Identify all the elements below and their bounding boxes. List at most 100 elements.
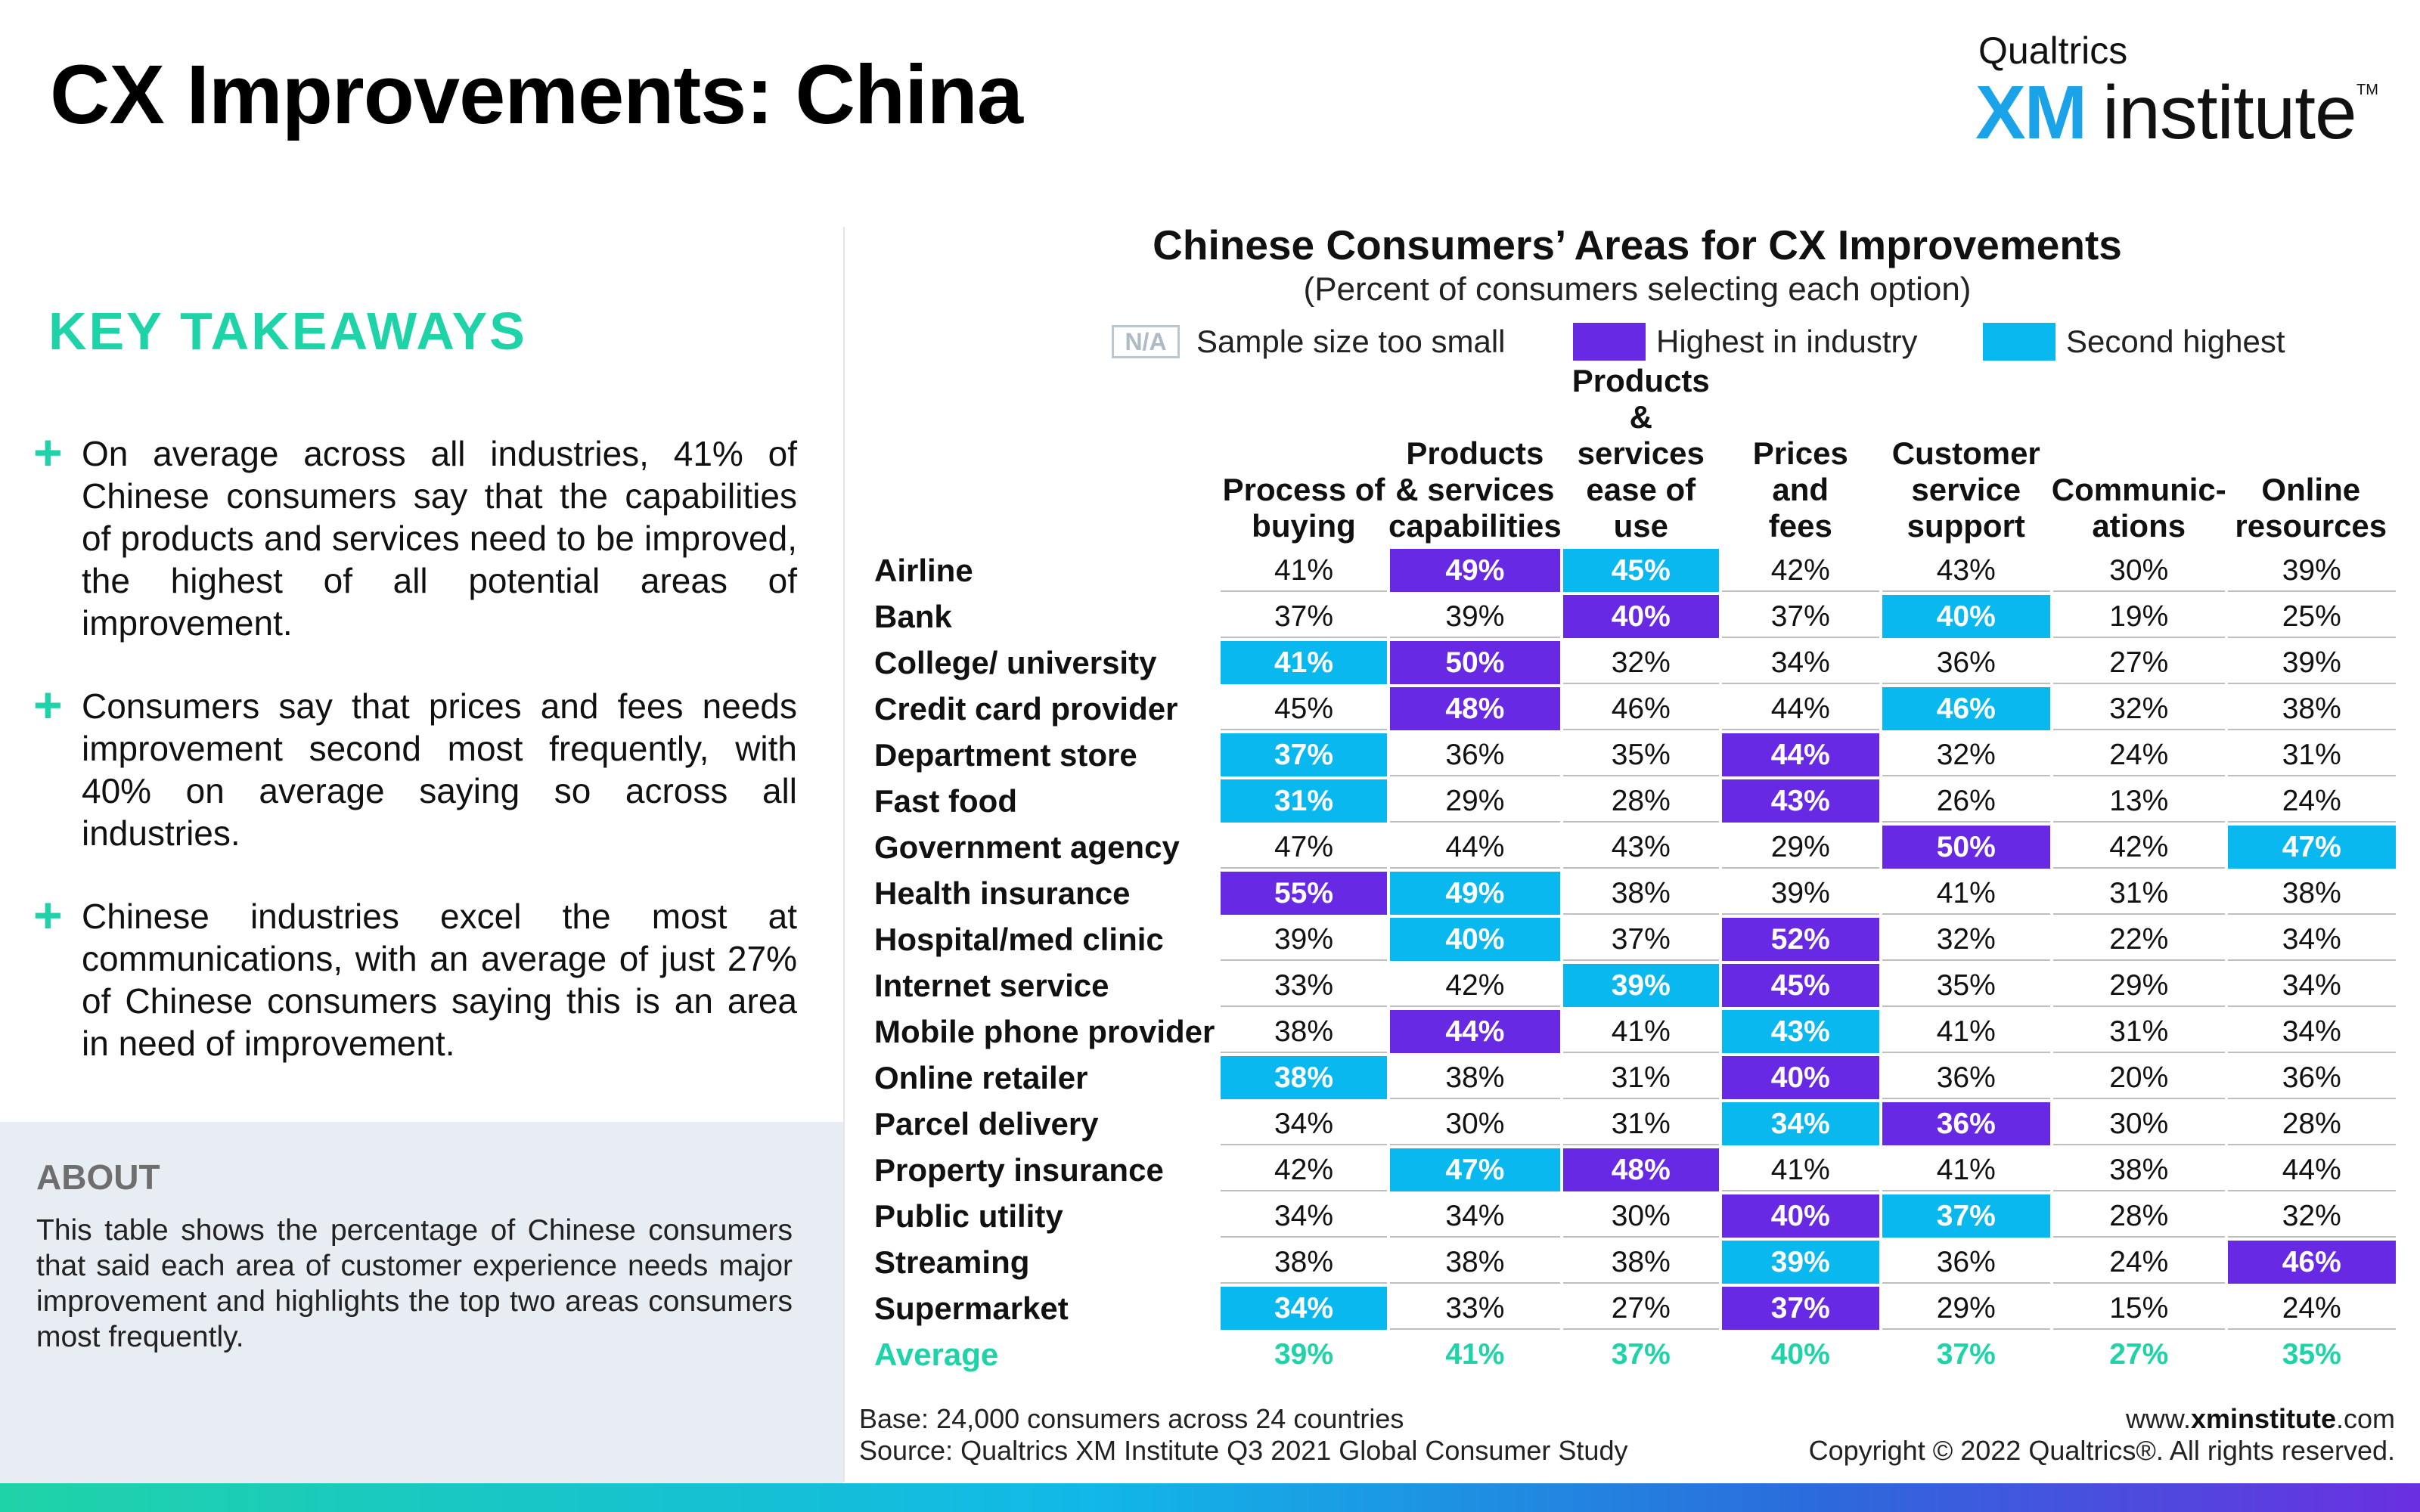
column-header-line: use bbox=[1613, 508, 1668, 544]
highest-value-cell: 40% bbox=[1718, 1055, 1881, 1102]
value-cell: 47% bbox=[1218, 824, 1388, 872]
value-cell: 28% bbox=[2049, 1193, 2226, 1241]
value-cell: 34% bbox=[1387, 1193, 1562, 1241]
value-cell: 37% bbox=[1559, 916, 1720, 964]
value-cell: 35% bbox=[1879, 962, 2052, 1010]
value-cell: 38% bbox=[1559, 1239, 1720, 1287]
value-cell: 29% bbox=[1879, 1285, 2052, 1333]
table-row: Bank 37% 39% 40% 37% 40% 19% 25% bbox=[870, 593, 2396, 641]
column-header-line: Products bbox=[1406, 435, 1544, 471]
value-cell: 43% bbox=[1559, 824, 1720, 872]
value-cell: 43% bbox=[1879, 549, 2052, 595]
average-row: Average 39% 41% 37% 40% 37% 27% 35% bbox=[870, 1331, 2396, 1379]
column-header: Products & services ease of use bbox=[1562, 363, 1720, 549]
highest-value-cell: 40% bbox=[1718, 1193, 1881, 1241]
table-row: College/ university 41% 50% 32% 34% 36% 27% 39% bbox=[870, 640, 2396, 687]
value-cell: 34% bbox=[1218, 1193, 1388, 1241]
average-value-cell: 39% bbox=[1218, 1331, 1388, 1379]
chart-title: Chinese Consumers’ Areas for CX Improvem… bbox=[1153, 222, 2122, 268]
page-title: CX Improvements: China bbox=[50, 48, 1023, 141]
average-value-cell: 40% bbox=[1718, 1331, 1881, 1379]
table-row: Parcel delivery 34% 30% 31% 34% 36% 30% 28% bbox=[870, 1101, 2396, 1148]
value-cell: 29% bbox=[1718, 824, 1881, 872]
value-cell: 24% bbox=[2224, 778, 2396, 826]
second-highest-cell: 47% bbox=[1387, 1147, 1562, 1194]
panel-divider bbox=[843, 227, 845, 1482]
second-highest-cell: 40% bbox=[1879, 593, 2052, 641]
row-label: Bank bbox=[870, 593, 1219, 641]
value-cell: 37% bbox=[1718, 593, 1881, 641]
value-cell: 38% bbox=[1218, 1009, 1388, 1056]
value-cell: 36% bbox=[1879, 1239, 2052, 1287]
highest-value-cell: 49% bbox=[1387, 549, 1562, 595]
value-cell: 38% bbox=[2224, 686, 2396, 733]
value-cell: 34% bbox=[1218, 1101, 1388, 1148]
highest-value-cell: 50% bbox=[1387, 640, 1562, 687]
logo-xm-text: XM bbox=[1975, 70, 2087, 155]
value-cell: 41% bbox=[1879, 1009, 2052, 1056]
value-cell: 39% bbox=[2224, 549, 2396, 595]
legend-highest: Highest in industry bbox=[1573, 321, 1918, 363]
value-cell: 38% bbox=[1218, 1239, 1388, 1287]
value-cell: 41% bbox=[1718, 1147, 1881, 1194]
value-cell: 31% bbox=[2224, 732, 2396, 779]
about-panel: ABOUT This table shows the percentage of… bbox=[0, 1122, 843, 1485]
legend-na-text: Sample size too small bbox=[1196, 324, 1506, 359]
column-header-line: Process of bbox=[1222, 472, 1385, 507]
legend-second-text: Second highest bbox=[2066, 324, 2285, 359]
column-header-line: Prices and bbox=[1752, 435, 1848, 507]
average-value-cell: 37% bbox=[1879, 1331, 2052, 1379]
value-cell: 36% bbox=[1879, 1055, 2052, 1102]
value-cell: 36% bbox=[1879, 640, 2052, 687]
column-header-line: & services bbox=[1395, 472, 1555, 507]
key-takeaways-heading: KEY TAKEAWAYS bbox=[48, 302, 527, 361]
column-header-line: buying bbox=[1252, 508, 1356, 544]
highest-value-cell: 55% bbox=[1218, 870, 1388, 918]
value-cell: 38% bbox=[2049, 1147, 2226, 1194]
column-header-line: Products bbox=[1571, 363, 1710, 398]
highest-value-cell: 44% bbox=[1718, 732, 1881, 779]
value-cell: 42% bbox=[1718, 549, 1881, 595]
row-label: Internet service bbox=[870, 962, 1219, 1010]
row-label: Government agency bbox=[870, 824, 1219, 872]
footer-source: Source: Qualtrics XM Institute Q3 2021 G… bbox=[859, 1435, 1628, 1466]
value-cell: 42% bbox=[2049, 824, 2226, 872]
value-cell: 29% bbox=[2049, 962, 2226, 1010]
value-cell: 32% bbox=[2049, 686, 2226, 733]
value-cell: 15% bbox=[2049, 1285, 2226, 1333]
average-value-cell: 35% bbox=[2224, 1331, 2396, 1379]
value-cell: 42% bbox=[1218, 1147, 1388, 1194]
column-header-line: support bbox=[1907, 508, 2025, 544]
footer-website[interactable]: www.xminstitute.com bbox=[2125, 1403, 2395, 1434]
value-cell: 27% bbox=[2049, 640, 2226, 687]
value-cell: 27% bbox=[1559, 1285, 1720, 1333]
value-cell: 39% bbox=[1718, 870, 1881, 918]
about-text: This table shows the percentage of Chine… bbox=[36, 1214, 793, 1353]
value-cell: 24% bbox=[2049, 732, 2226, 779]
highest-value-cell: 48% bbox=[1559, 1147, 1720, 1194]
average-value-cell: 37% bbox=[1559, 1331, 1720, 1379]
takeaway-item: + Chinese industries excel the most at c… bbox=[33, 887, 797, 1064]
value-cell: 13% bbox=[2049, 778, 2226, 826]
row-label: Health insurance bbox=[870, 870, 1219, 918]
value-cell: 42% bbox=[1387, 962, 1562, 1010]
column-header-line: ease of bbox=[1586, 472, 1696, 507]
highest-value-cell: 44% bbox=[1387, 1009, 1562, 1056]
row-label: Supermarket bbox=[870, 1285, 1219, 1333]
table-row: Public utility 34% 34% 30% 40% 37% 28% 32% bbox=[870, 1193, 2396, 1241]
table-row: Supermarket 34% 33% 27% 37% 29% 15% 24% bbox=[870, 1285, 2396, 1333]
value-cell: 31% bbox=[1559, 1055, 1720, 1102]
row-label: Airline bbox=[870, 549, 1219, 595]
table-row: Credit card provider 45% 48% 46% 44% 46% 32% 38… bbox=[870, 686, 2396, 733]
table-row: Hospital/med clinic 39% 40% 37% 52% 32% 22% 34% bbox=[870, 916, 2396, 964]
value-cell: 25% bbox=[2224, 593, 2396, 641]
value-cell: 31% bbox=[2049, 870, 2226, 918]
bottom-gradient-bar bbox=[0, 1483, 2420, 1512]
value-cell: 19% bbox=[2049, 593, 2226, 641]
value-cell: 33% bbox=[1218, 962, 1388, 1010]
highest-value-cell: 36% bbox=[1879, 1101, 2052, 1148]
second-highest-cell: 39% bbox=[1559, 962, 1720, 1010]
average-value-cell: 27% bbox=[2049, 1331, 2226, 1379]
column-header-line: capabilities bbox=[1388, 508, 1562, 544]
row-label: Parcel delivery bbox=[870, 1101, 1219, 1148]
